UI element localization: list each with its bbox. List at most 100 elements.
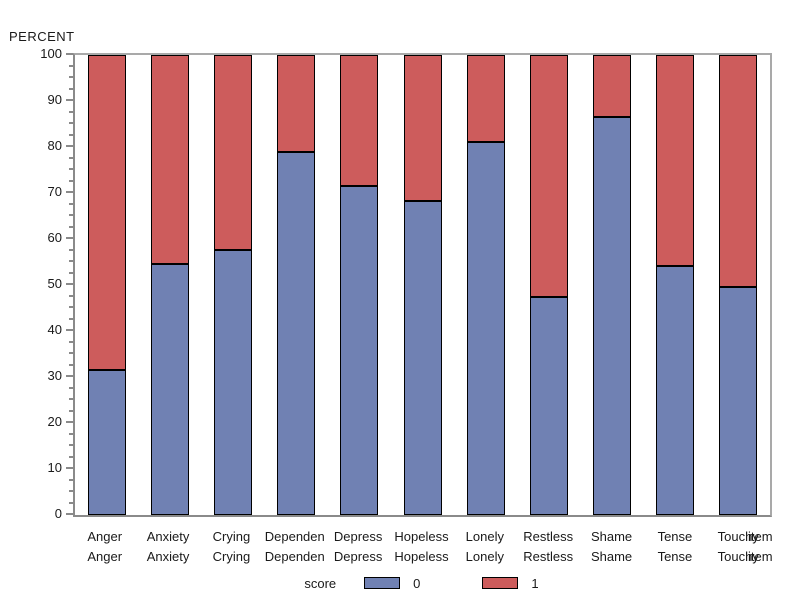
y-minor-tick — [69, 179, 73, 182]
bar-segment-score0 — [719, 287, 758, 515]
x-tick-label: Anxiety — [146, 529, 190, 544]
y-minor-tick — [69, 260, 73, 262]
legend: score 0 1 — [73, 574, 770, 592]
legend-entry-score-1: 1 — [482, 575, 539, 591]
stacked-bar — [340, 55, 379, 515]
y-major-tick — [66, 53, 73, 55]
y-major-tick — [66, 283, 73, 285]
bar-column-anger — [75, 55, 138, 515]
x-tick-label: Lonely — [465, 549, 504, 564]
bar-segment-score1 — [277, 55, 316, 153]
y-major-tick — [66, 145, 73, 147]
y-minor-tick — [69, 122, 73, 124]
bar-segment-score0 — [593, 118, 632, 515]
y-minor-tick — [69, 363, 73, 366]
bar-segment-score1 — [593, 55, 632, 119]
y-tick-label: 60 — [47, 230, 62, 245]
bar-segment-score1 — [150, 55, 189, 266]
x-tick-label: Hopeless — [394, 529, 449, 544]
x-tick-label: Restless — [523, 549, 574, 564]
stacked-bar — [213, 55, 252, 515]
bars-container — [75, 55, 770, 515]
y-major-tick — [66, 421, 73, 423]
stacked-bar — [87, 55, 126, 515]
x-tick-label: Lonely — [465, 529, 504, 544]
y-minor-tick — [69, 501, 73, 504]
stacked-bar — [277, 55, 316, 515]
bar-segment-score1 — [340, 55, 379, 188]
bar-column-dependen — [265, 55, 328, 515]
y-axis-title: PERCENT — [9, 29, 75, 44]
y-major-tick — [66, 375, 73, 377]
y-minor-tick — [69, 455, 73, 458]
y-minor-tick — [69, 340, 73, 343]
legend-value-label: 1 — [531, 575, 539, 591]
y-minor-tick — [69, 317, 73, 320]
x-tick-label: Anxiety — [146, 549, 190, 564]
x-tick-label: Tense — [657, 549, 693, 564]
y-major-tick — [66, 513, 73, 515]
bar-segment-score0 — [466, 142, 505, 515]
y-minor-tick — [69, 271, 73, 274]
y-tick-label: 70 — [47, 184, 62, 199]
y-minor-tick — [69, 133, 73, 136]
x-tick-label: Touchy — [717, 529, 759, 544]
x-tick-label: Restless — [523, 529, 574, 544]
y-tick-label: 0 — [54, 506, 62, 521]
bar-segment-score1 — [87, 55, 126, 371]
bar-segment-score0 — [87, 370, 126, 515]
bar-segment-score0 — [656, 267, 695, 515]
bar-column-restless — [517, 55, 580, 515]
y-tick-label: 80 — [47, 138, 62, 153]
y-minor-tick — [69, 87, 73, 90]
bar-segment-score0 — [403, 202, 442, 515]
y-minor-tick — [69, 306, 73, 308]
x-tick-label: Dependen — [264, 529, 325, 544]
bar-segment-score1 — [466, 55, 505, 143]
stacked-bar — [150, 55, 189, 515]
y-minor-tick — [69, 352, 73, 354]
bar-column-shame — [581, 55, 644, 515]
plot-area — [73, 53, 772, 517]
stacked-bar — [403, 55, 442, 515]
x-tick-label: Anger — [87, 529, 123, 544]
y-minor-tick — [69, 156, 73, 159]
y-minor-tick — [69, 225, 73, 228]
x-tick-label: Touchy — [717, 549, 759, 564]
bar-segment-score0 — [529, 297, 568, 515]
y-major-tick — [66, 191, 73, 193]
x-tick-label: Crying — [212, 529, 251, 544]
y-minor-tick — [69, 386, 73, 389]
legend-title: score — [304, 575, 337, 591]
y-minor-tick — [69, 294, 73, 297]
legend-swatch — [482, 577, 519, 589]
y-tick-label: 20 — [47, 414, 62, 429]
bar-segment-score0 — [340, 187, 379, 515]
y-minor-tick — [69, 248, 73, 251]
y-minor-tick — [69, 432, 73, 435]
x-tick-label: Shame — [590, 529, 633, 544]
y-tick-label: 10 — [47, 460, 62, 475]
x-tick-label: Tense — [657, 529, 693, 544]
bar-column-hopeless — [391, 55, 454, 515]
bar-column-lonely — [454, 55, 517, 515]
stacked-bar — [466, 55, 505, 515]
y-minor-tick — [69, 168, 73, 170]
y-tick-label: 40 — [47, 322, 62, 337]
bar-column-crying — [201, 55, 264, 515]
stacked-bar — [593, 55, 632, 515]
y-axis: 0 10 20 30 40 50 60 70 80 90 100 — [0, 47, 73, 521]
x-tick-label: Depress — [333, 549, 383, 564]
x-tick-label: Dependen — [264, 549, 325, 564]
bar-segment-score1 — [656, 55, 695, 268]
stacked-bar — [529, 55, 568, 515]
x-axis-labels-row-1: Anger Anxiety Crying Dependen Depress Hopeles… — [73, 529, 770, 544]
legend-value-label: 0 — [413, 575, 421, 591]
y-major-tick — [66, 99, 73, 101]
bar-segment-score1 — [529, 55, 568, 298]
y-minor-tick — [69, 214, 73, 216]
bar-segment-score1 — [719, 55, 758, 288]
x-tick-label: Anger — [87, 549, 123, 564]
x-axis-title-row-2: item — [748, 549, 773, 564]
stacked-bar — [719, 55, 758, 515]
